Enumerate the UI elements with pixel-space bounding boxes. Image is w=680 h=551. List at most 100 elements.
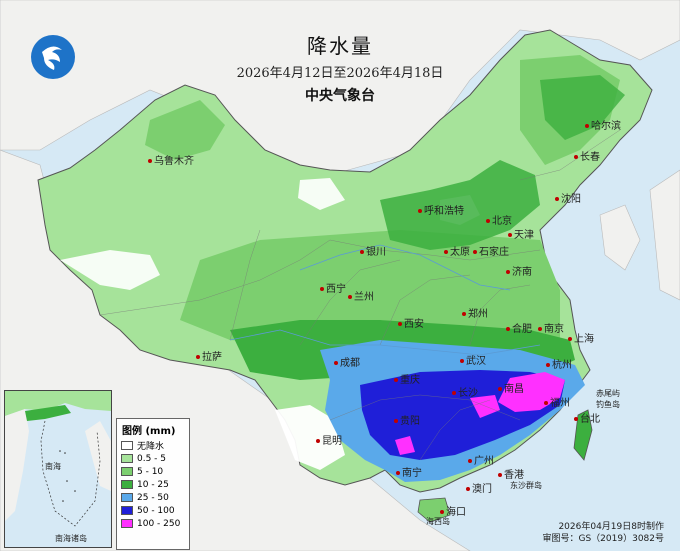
legend-rows: 无降水 0.5 - 5 5 - 10 10 - 25 25 - 50 50 - 100 10… [117,439,189,530]
legend-item: 50 - 100 [117,504,189,517]
city-label: 南京 [538,320,564,335]
city-marker-icon [148,159,152,163]
city-name: 东沙群岛 [510,481,542,490]
city-name: 重庆 [400,375,420,386]
city-name: 澳门 [472,484,492,495]
legend-swatch [121,493,133,502]
city-label: 武汉 [460,352,486,367]
city-name: 石家庄 [479,247,509,258]
city-label: 西宁 [320,280,346,295]
city-label: 长春 [574,148,600,163]
city-marker-icon [440,510,444,514]
legend-item: 100 - 250 [117,517,189,530]
city-label: 海口 [440,503,466,518]
city-name: 太原 [450,247,470,258]
city-marker-icon [452,391,456,395]
city-label: 兰州 [348,288,374,303]
city-label: 杭州 [546,356,572,371]
city-label: 南宁 [396,464,422,479]
legend-swatch [121,480,133,489]
city-marker-icon [360,250,364,254]
city-name: 乌鲁木齐 [154,156,194,167]
city-label: 拉萨 [196,348,222,363]
city-label: 昆明 [316,432,342,447]
city-name: 拉萨 [202,352,222,363]
footer-made: 2026年04月19日8时制作 [558,522,664,532]
city-name: 天津 [514,230,534,241]
city-label: 西安 [398,315,424,330]
city-label: 钓鱼岛 [596,399,620,410]
city-marker-icon [196,355,200,359]
city-marker-icon [444,250,448,254]
city-marker-icon [466,487,470,491]
city-marker-icon [574,155,578,159]
dry-zone-qinghai [298,178,345,210]
city-marker-icon [460,359,464,363]
city-label: 乌鲁木齐 [148,152,194,167]
legend-label: 10 - 25 [137,479,169,490]
city-label: 济南 [506,263,532,278]
band-5-10-central [180,230,560,345]
taiwan [573,409,593,461]
south-china-sea-inset: 南海 南海诸岛 [4,390,112,548]
inset-label-islands: 南海诸岛 [55,534,87,543]
city-label: 福州 [544,394,570,409]
city-marker-icon [462,312,466,316]
city-label: 上海 [568,330,594,345]
city-marker-icon [506,327,510,331]
city-label: 贵阳 [394,412,420,427]
city-label: 郑州 [462,305,488,320]
legend-item: 10 - 25 [117,478,189,491]
city-label: 香港 [498,466,524,481]
city-name: 福州 [550,398,570,409]
city-name: 海西岛 [426,517,450,526]
city-name: 沈阳 [561,194,581,205]
legend-item: 5 - 10 [117,465,189,478]
city-marker-icon [398,322,402,326]
inset-label-nanhai: 南海 [45,462,61,471]
city-label: 太原 [444,243,470,258]
city-marker-icon [396,471,400,475]
city-name: 昆明 [322,436,342,447]
city-label: 哈尔滨 [585,117,621,132]
city-label: 南昌 [498,380,524,395]
footer-review: 审图号：GS（2019）3082号 [542,534,665,544]
city-marker-icon [544,401,548,405]
city-marker-icon [334,361,338,365]
legend-label: 无降水 [137,442,165,452]
city-label: 银川 [360,243,386,258]
city-label: 赤尾屿 [596,388,620,399]
city-name: 赤尾屿 [596,389,620,398]
legend-label: 50 - 100 [137,505,175,516]
city-name: 呼和浩特 [424,206,464,217]
dry-zone-tibet [60,250,160,290]
city-marker-icon [418,209,422,213]
city-marker-icon [473,250,477,254]
band-10-25-north [380,160,540,250]
city-name: 台北 [580,414,600,425]
city-marker-icon [348,295,352,299]
legend-item: 无降水 [117,439,189,452]
city-marker-icon [585,124,589,128]
city-name: 海口 [446,507,466,518]
cma-logo-icon [31,35,75,79]
legend-item: 25 - 50 [117,491,189,504]
city-label: 成都 [334,354,360,369]
city-name: 济南 [512,267,532,278]
city-label: 重庆 [394,371,420,386]
city-name: 西宁 [326,284,346,295]
city-label: 北京 [486,212,512,227]
city-marker-icon [316,439,320,443]
city-name: 兰州 [354,292,374,303]
city-label: 台北 [574,410,600,425]
city-name: 银川 [366,247,386,258]
city-marker-icon [498,473,502,477]
city-name: 哈尔滨 [591,121,621,132]
city-marker-icon [538,327,542,331]
city-label: 呼和浩特 [418,202,464,217]
legend-swatch [121,506,133,515]
city-marker-icon [394,419,398,423]
city-marker-icon [486,219,490,223]
legend: 图例 (mm) 无降水 0.5 - 5 5 - 10 10 - 25 25 - 50 50… [116,418,190,550]
